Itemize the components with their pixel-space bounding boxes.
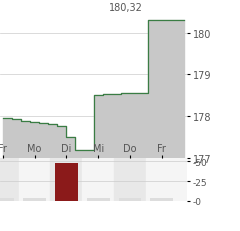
Bar <box>19 158 50 201</box>
Bar <box>87 199 109 201</box>
Bar <box>114 158 146 201</box>
Bar <box>23 199 46 201</box>
Bar <box>0 199 14 201</box>
Bar <box>150 199 173 201</box>
Bar <box>55 163 78 201</box>
Bar <box>146 158 187 201</box>
Text: 177,17: 177,17 <box>89 158 123 168</box>
Bar <box>82 158 114 201</box>
Text: 180,32: 180,32 <box>108 3 142 13</box>
Bar <box>119 199 141 201</box>
Bar <box>0 158 19 201</box>
Bar <box>50 158 82 201</box>
